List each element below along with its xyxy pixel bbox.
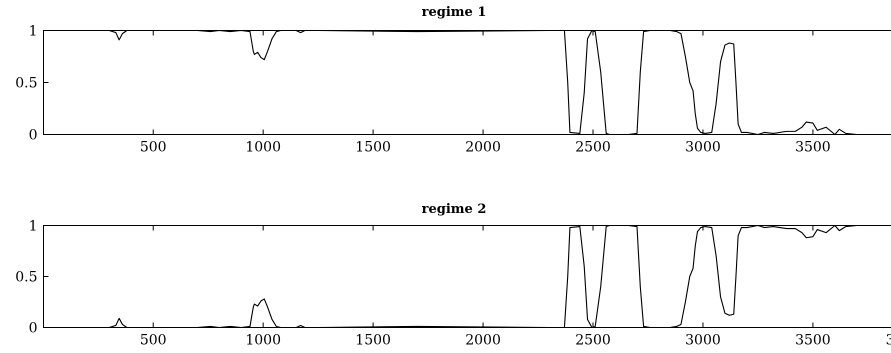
x-tick-label: 2500: [575, 333, 611, 349]
tick-label-group: 500 1000 1500 2000 2500 3000 3500 0 0.5 1: [15, 24, 830, 156]
x-tick-label: 3500: [795, 140, 831, 156]
x-tick-label: 3000: [685, 140, 721, 156]
x-tick-label: 1000: [245, 140, 281, 156]
y-tick-label: 1: [29, 219, 38, 235]
x-tick-label: 500: [140, 140, 167, 156]
series-line: [43, 224, 891, 329]
x-tick-label: 1500: [355, 333, 391, 349]
x-tick-label: 500: [140, 333, 167, 349]
x-tick-label: 2500: [575, 140, 611, 156]
tick-label-group: 500 1000 1500 2000 2500 3000 3500 3912 0 0.5 1: [15, 219, 891, 349]
y-tick-label: 1: [29, 24, 38, 40]
y-tick-label: 0.5: [15, 76, 37, 92]
plot-area-frame: [43, 225, 891, 328]
chart-title: regime 1: [422, 5, 487, 20]
y-tick-label: 0.5: [15, 270, 37, 286]
x-tick-label: 2000: [465, 140, 501, 156]
x-tick-label: 3912: [886, 333, 891, 349]
chart-panel-regime-2: regime 2 500 1000 1500 2000 2500 3000 3500 3912…: [15, 202, 891, 349]
tick-group: [43, 225, 814, 328]
y-tick-label: 0: [29, 128, 38, 144]
plot-area-frame: [43, 30, 891, 135]
y-tick-label: 0: [29, 321, 38, 337]
x-tick-label: 2000: [465, 333, 501, 349]
tick-group: [43, 30, 814, 135]
series-group: [43, 29, 891, 136]
x-tick-label: 1000: [245, 333, 281, 349]
chart-title: regime 2: [422, 202, 487, 217]
x-tick-label: 1500: [355, 140, 391, 156]
series-line: [43, 29, 891, 136]
x-tick-label: 3500: [795, 333, 831, 349]
chart-panel-regime-1: regime 1 500 1000 1500 2000 2500 3000 3500 0 0.5…: [15, 5, 891, 156]
series-group: [43, 224, 891, 329]
x-tick-label: 3000: [685, 333, 721, 349]
